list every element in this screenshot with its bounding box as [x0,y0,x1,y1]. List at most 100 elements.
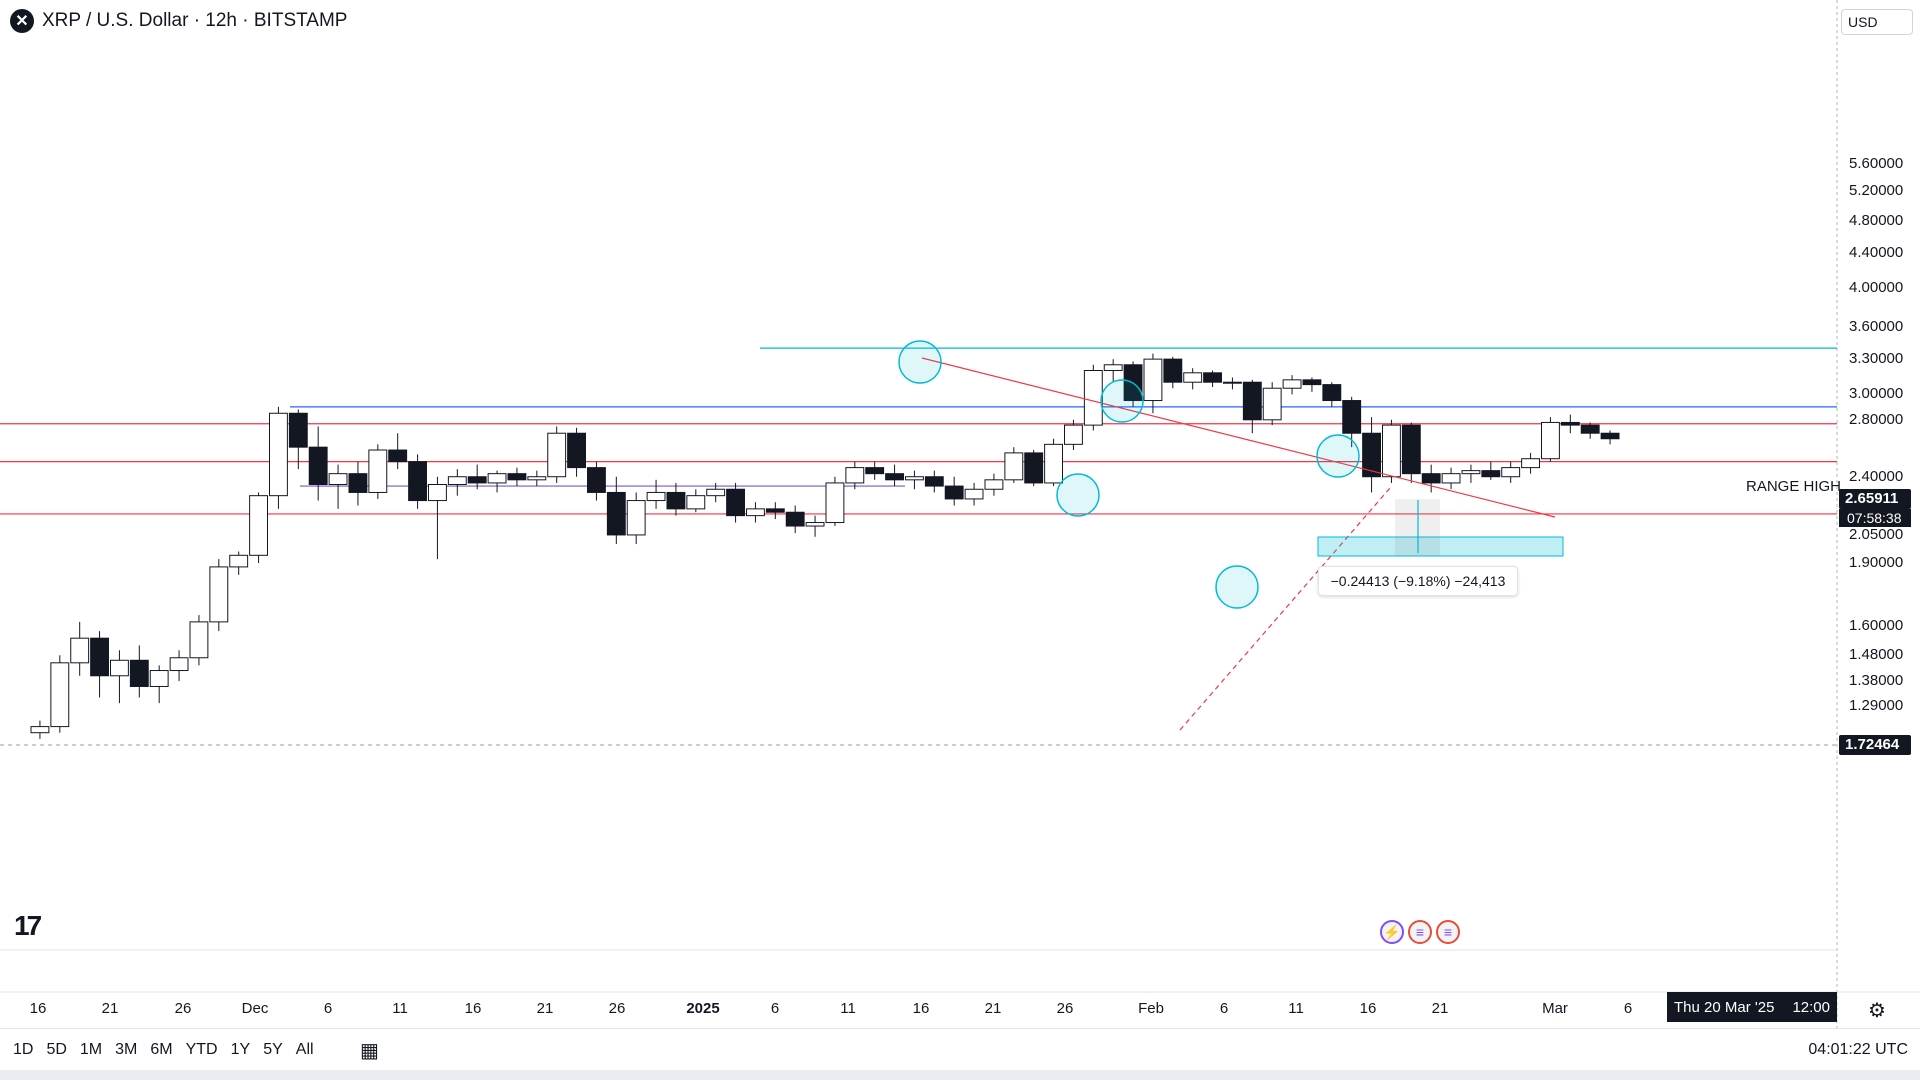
price-scale-label: 1.48000 [1849,646,1904,664]
highlight-circle[interactable] [1215,565,1259,609]
candle-body [1163,358,1183,383]
candle-body [90,637,109,677]
us-flag-event-icon-2[interactable]: ≡ [1436,920,1460,944]
candle-body [1342,400,1362,434]
price-scale-label: 1.29000 [1849,696,1904,714]
crosshair-date: Thu 20 Mar '25 [1674,998,1775,1016]
calendar-icon[interactable]: ▦ [360,1040,379,1062]
candle-body [428,484,447,502]
range-button-all[interactable]: All [295,1041,314,1058]
range-button-6m[interactable]: 6M [150,1041,173,1058]
target-zone-box[interactable] [1317,536,1564,557]
candle-body [587,467,606,493]
current-price-tag: 2.65911 [1839,489,1911,509]
range-button-1y[interactable]: 1Y [230,1041,251,1058]
time-axis-label: 16 [29,1000,47,1017]
time-axis-label: 21 [984,1000,1002,1017]
footer-strip [0,1070,1920,1080]
candle-body [388,449,408,463]
settings-icon[interactable]: ⚙ [1868,1000,1886,1022]
candle-body [805,522,825,527]
candle-body [249,495,268,556]
time-axis-label: Dec [241,1000,269,1017]
range-button-1d[interactable]: 1D [13,1041,34,1058]
candle-body [328,473,348,486]
candle-body [1322,384,1342,402]
time-axis-label: 21 [101,1000,119,1017]
event-icons[interactable]: ⚡ ≡ ≡ [1380,920,1460,944]
candle-body [1064,424,1083,445]
time-axis-label: 16 [1359,1000,1377,1017]
candle-body [765,508,785,513]
time-axis-label: 21 [536,1000,554,1017]
candle-body [924,476,944,487]
candle-body [1103,364,1123,371]
candle-body [229,554,249,568]
price-scale-label: 4.40000 [1849,243,1904,261]
highlight-circle[interactable] [1316,434,1360,478]
highlight-circle[interactable] [1100,379,1144,423]
symbol-header[interactable]: ✕ XRP / U.S. Dollar · 12h · BITSTAMP [10,8,347,34]
xrp-logo-icon: ✕ [10,9,34,33]
symbol-title[interactable]: XRP / U.S. Dollar · 12h · BITSTAMP [42,10,348,31]
us-flag-event-icon[interactable]: ≡ [1408,920,1432,944]
price-scale-label: 2.80000 [1849,410,1904,428]
range-button-1m[interactable]: 1M [79,1041,103,1058]
price-scale-label: 2.40000 [1849,467,1904,485]
crosshair-time: 12:00 [1792,998,1830,1016]
candle-body [1481,470,1501,478]
candle-body [507,473,527,481]
candle-body [964,488,984,500]
highlight-circle[interactable] [898,340,942,384]
range-button-5y[interactable]: 5Y [263,1041,283,1058]
candle-body [1183,372,1203,383]
candle-body [825,482,845,524]
range-button-3m[interactable]: 3M [115,1041,138,1058]
trendline-descending[interactable] [921,357,1556,518]
lightning-event-icon[interactable]: ⚡ [1380,920,1404,944]
candle-body [984,479,1004,490]
candle-body [308,446,328,486]
candle-body [1262,387,1282,421]
candle-body [1580,424,1600,434]
price-scale-label: 5.20000 [1849,182,1904,200]
price-scale-label: 3.00000 [1849,385,1904,403]
candle-body [70,637,90,664]
price-scale-label: 4.80000 [1849,211,1904,229]
range-button-ytd[interactable]: YTD [185,1041,218,1058]
price-scale-label: 1.60000 [1849,617,1904,635]
currency-button[interactable]: USD [1841,9,1913,35]
candle-body [169,657,189,672]
candle-body [1044,443,1063,484]
time-axis-label: 2025 [686,1000,720,1017]
candle-body [487,473,507,484]
candle-body [944,485,964,500]
candle-body [1143,358,1163,402]
time-axis-label: 26 [1056,1000,1074,1017]
candle-body [129,659,149,687]
tradingview-logo[interactable]: 17 [14,910,42,941]
candle-body [1401,424,1421,475]
time-axis-label: 21 [1431,1000,1449,1017]
trendline-dashed[interactable] [1179,487,1391,731]
time-axis-label: 6 [1219,1000,1229,1017]
candle-body [348,473,368,493]
candle-body [408,461,427,502]
candle-body [1223,381,1242,384]
range-buttons: 1D 5D 1M 3M 6M YTD 1Y 5Y All [0,1041,314,1059]
range-button-5d[interactable]: 5D [46,1041,67,1058]
price-scale-label: 2.05000 [1849,525,1904,543]
highlight-circle[interactable] [1056,473,1100,517]
time-axis-label: 11 [392,1000,408,1017]
candle-body [527,476,547,481]
price-scale-label: 5.60000 [1849,154,1904,172]
candle-body [567,432,586,469]
candle-body [447,476,467,486]
candle-body [189,621,209,659]
candle-body [706,488,726,497]
candle-body [686,495,706,510]
bottom-toolbar: 1D 5D 1M 3M 6M YTD 1Y 5Y All ▦ 04:01:22 UTC [0,1028,1920,1071]
clock[interactable]: 04:01:22 UTC [1808,1041,1908,1058]
candle-body [1203,372,1222,383]
